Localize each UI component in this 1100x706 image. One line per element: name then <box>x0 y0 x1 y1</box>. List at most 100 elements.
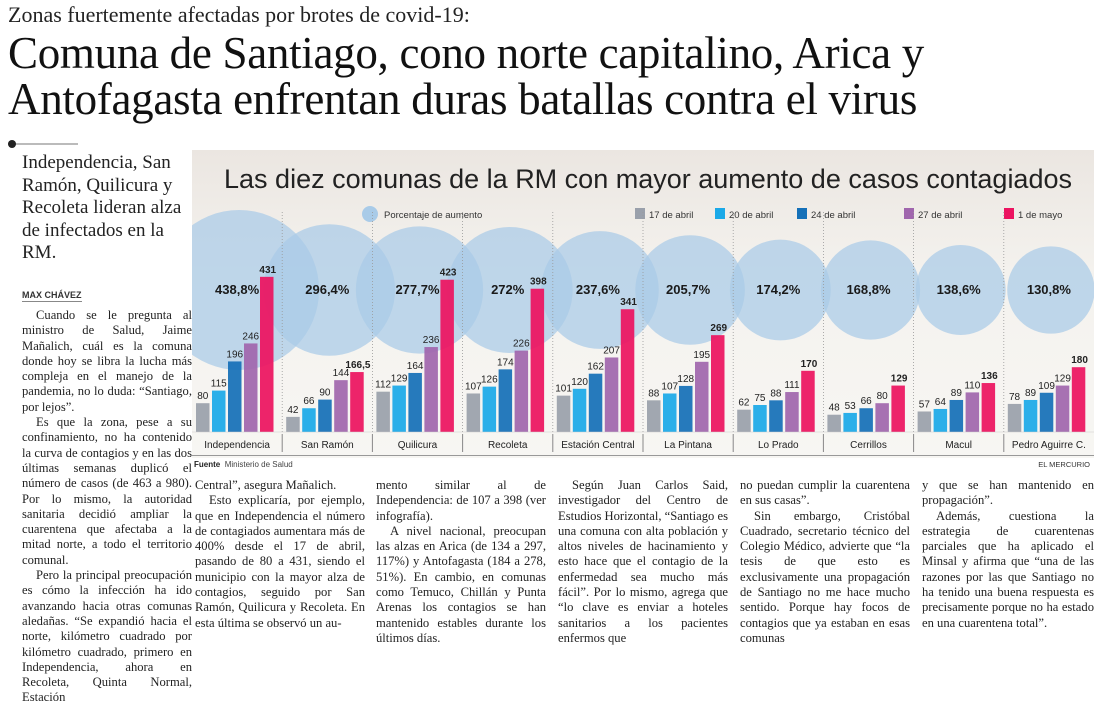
bar-value-label: 166,5 <box>345 360 370 371</box>
bar-value-label: 196 <box>226 349 243 360</box>
legend-label-2: 20 de abril <box>729 210 773 221</box>
bar <box>572 388 587 432</box>
paragraph: no puedan cumplir la cuarentena en sus c… <box>740 478 910 508</box>
bar <box>424 347 438 432</box>
bar-value-label: 107 <box>661 381 678 392</box>
bar <box>737 409 751 432</box>
bar-value-label: 136 <box>981 371 998 382</box>
bar-value-label: 269 <box>710 323 727 334</box>
percent-bubble <box>1007 246 1094 334</box>
bar-value-label: 111 <box>784 380 800 391</box>
legend-swatch-4 <box>904 208 914 219</box>
bar <box>376 391 390 432</box>
bar <box>663 393 677 432</box>
category-label: Macul <box>945 440 972 451</box>
bar <box>1071 367 1086 432</box>
bar-value-label: 110 <box>964 380 980 391</box>
bar <box>679 385 693 432</box>
bar-value-label: 48 <box>829 403 841 414</box>
bar <box>318 399 332 432</box>
bar <box>1023 399 1038 432</box>
source-value: Ministerio de Salud <box>224 460 293 469</box>
paragraph: mento similar al de Independencia: de 10… <box>376 478 546 523</box>
bar <box>228 361 242 432</box>
bar <box>695 361 709 432</box>
percent-label: 168,8% <box>846 282 891 297</box>
legend-swatch-3 <box>797 208 807 219</box>
bar <box>769 400 783 432</box>
bar-value-label: 107 <box>465 381 482 392</box>
bar <box>244 343 258 432</box>
bar <box>753 405 767 432</box>
legend-label-3: 24 de abril <box>811 210 855 221</box>
bullet-dot-icon <box>8 140 16 148</box>
bar-value-label: 88 <box>648 388 660 399</box>
bar-value-label: 398 <box>530 277 547 288</box>
bar-value-label: 75 <box>754 393 766 404</box>
legend-label-5: 1 de mayo <box>1018 210 1062 221</box>
bar-value-label: 64 <box>935 397 947 408</box>
bar <box>530 288 545 432</box>
article-column-1: Cuando se le pregunta al ministro de Sal… <box>22 308 192 706</box>
bar-value-label: 423 <box>440 268 457 279</box>
bar <box>556 395 571 432</box>
bar <box>260 276 274 432</box>
bar-value-label: 126 <box>481 375 498 386</box>
bar-value-label: 66 <box>303 396 315 407</box>
bar-value-label: 246 <box>242 331 259 342</box>
bar-value-label: 115 <box>211 379 227 390</box>
bar <box>933 408 948 432</box>
bar <box>647 400 661 432</box>
article-column-4: Según Juan Carlos Said, investigador del… <box>558 478 728 646</box>
percent-label: 130,8% <box>1027 282 1072 297</box>
bar <box>408 372 422 432</box>
article-lede: Independencia, San Ramón, Quilicura y Re… <box>22 152 182 263</box>
bar-value-label: 80 <box>197 391 209 402</box>
paragraph: Sin embargo, Cristóbal Cuadrado, secreta… <box>740 508 910 645</box>
bar <box>785 392 799 432</box>
bar-value-label: 66 <box>861 396 873 407</box>
legend-swatch-2 <box>715 208 725 219</box>
bar <box>604 357 619 432</box>
percent-bubble <box>820 240 921 340</box>
paragraph: A nivel nacional, preocupan las alzas en… <box>376 523 546 645</box>
paragraph: Es que la zona, pese a su confinamiento,… <box>22 415 192 567</box>
bar-value-label: 170 <box>801 359 818 370</box>
percent-label: 438,8% <box>215 282 260 297</box>
bar <box>212 390 226 432</box>
bar-value-label: 89 <box>1025 388 1037 399</box>
bar <box>1007 403 1022 432</box>
chart-source: Fuente Ministerio de Salud <box>194 460 293 469</box>
bar-chart: Las diez comunas de la RM con mayor aume… <box>192 164 1094 452</box>
bar <box>949 399 964 432</box>
bar <box>843 412 857 432</box>
bar-value-label: 89 <box>951 388 963 399</box>
paragraph: Además, cuestiona la estrategia de cuare… <box>922 508 1094 630</box>
category-label: Lo Prado <box>758 440 799 451</box>
article-column-2: Central”, asegura Mañalich. Esto explica… <box>195 478 365 631</box>
percent-label: 277,7% <box>395 282 440 297</box>
legend-bubble-swatch <box>362 206 378 222</box>
bar <box>859 408 873 432</box>
bar-value-label: 120 <box>571 377 588 388</box>
paragraph: Central”, asegura Mañalich. <box>195 478 337 492</box>
bar-value-label: 101 <box>555 384 572 395</box>
bar-value-label: 174 <box>497 357 514 368</box>
paragraph: Pero la principal preocupación es cómo l… <box>22 568 192 705</box>
percent-bubble <box>263 224 396 356</box>
bar <box>392 385 406 432</box>
bar <box>1039 392 1054 432</box>
bar <box>196 403 210 432</box>
paragraph: y que se han mantenido en propagación”. <box>922 478 1094 508</box>
bar-value-label: 62 <box>738 398 750 409</box>
bar-value-label: 164 <box>407 361 424 372</box>
bar <box>350 372 364 432</box>
chart-bottom-rule <box>192 455 1094 456</box>
source-label: Fuente <box>194 460 221 469</box>
article-column-3: mento similar al de Independencia: de 10… <box>376 478 546 646</box>
publisher-credit: EL MERCURIO <box>1038 460 1090 469</box>
headline-line-2: Antofagasta enfrentan duras batallas con… <box>8 74 918 124</box>
paragraph: Esto explicaría, por ejemplo, que en Ind… <box>195 493 365 630</box>
bar <box>965 392 980 432</box>
percent-label: 205,7% <box>666 282 711 297</box>
